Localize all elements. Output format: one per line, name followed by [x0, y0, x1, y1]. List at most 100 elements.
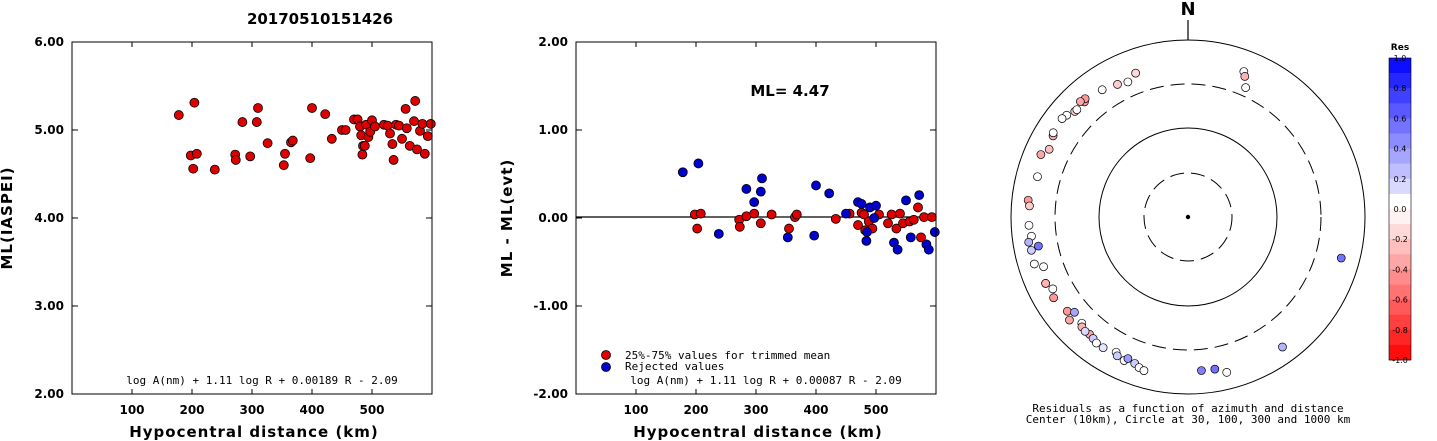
- epicenter-dot: [1185, 214, 1191, 220]
- middle-ytick-label: -1.00: [533, 299, 568, 313]
- data-point: [340, 125, 351, 135]
- rejected-point: [809, 230, 820, 241]
- data-point: [209, 164, 220, 175]
- middle-xtick-label: 500: [863, 403, 888, 417]
- trimmed-point: [926, 212, 937, 223]
- colorbar-cell: [1389, 133, 1411, 149]
- middle-xtick-label: 100: [623, 403, 648, 417]
- legend-label-rejected: Rejected values: [625, 360, 724, 373]
- polar-caption-line2: Center (10km), Circle at 30, 100, 300 an…: [1026, 413, 1351, 426]
- trimmed-point: [791, 209, 802, 220]
- rejected-point: [755, 186, 766, 197]
- data-point: [230, 155, 241, 165]
- trimmed-point: [853, 220, 863, 230]
- ring-1000km: [1010, 39, 1366, 395]
- trimmed-point: [883, 218, 893, 229]
- residual-point: [1278, 342, 1287, 352]
- rejected-point: [693, 158, 704, 169]
- colorbar-cell: [1389, 148, 1411, 164]
- left-xtick-label: 500: [359, 403, 384, 417]
- rejected-point: [856, 199, 867, 209]
- legend-marker-rejected: [601, 362, 611, 372]
- left-ytick-label: 5.00: [34, 123, 64, 137]
- colorbar-title: Res: [1391, 43, 1409, 53]
- middle-ytick-label: 1.00: [538, 123, 568, 137]
- rejected-point: [713, 228, 724, 239]
- middle-ytick-label: 2.00: [538, 35, 568, 49]
- rejected-point: [749, 197, 760, 208]
- trimmed-point: [916, 232, 926, 243]
- left-panel: 100 200 300 400 500 2.00 3.00 4.00 5.00 6.00 ML(I…: [0, 35, 436, 441]
- trimmed-point: [913, 202, 923, 213]
- residual-point: [1036, 150, 1046, 159]
- data-point: [262, 138, 273, 149]
- ring-100km: [1098, 127, 1278, 307]
- left-xtick-label: 400: [299, 403, 324, 417]
- data-point: [251, 117, 262, 127]
- data-point: [425, 118, 436, 129]
- colorbar-tick-label: -0.6: [1392, 296, 1408, 305]
- data-point: [191, 148, 202, 159]
- trimmed-point: [695, 208, 706, 219]
- middle-xtick-label: 300: [743, 403, 768, 417]
- left-y-axis-label: ML(IASPEI): [0, 166, 16, 269]
- colorbar-tick-label: -1.0: [1392, 356, 1408, 365]
- polar-residual-points: [1023, 67, 1346, 377]
- data-point: [320, 109, 331, 120]
- rejected-point: [892, 244, 903, 255]
- data-point: [245, 151, 256, 162]
- residual-point: [1112, 351, 1122, 361]
- residual-point: [1139, 366, 1149, 375]
- data-point: [387, 139, 398, 149]
- colorbar-cell: [1389, 269, 1411, 285]
- colorbar-tick-label: 0.0: [1394, 205, 1407, 214]
- colorbar-cell: [1389, 193, 1411, 210]
- data-point: [412, 144, 422, 155]
- residual-point: [1197, 366, 1206, 375]
- colorbar-tick-label: 1.0: [1394, 54, 1407, 63]
- colorbar-cell: [1389, 299, 1411, 315]
- rejected-point: [677, 167, 688, 178]
- residual-point: [1024, 237, 1034, 247]
- middle-x-axis-label: Hypocentral distance (km): [633, 423, 883, 441]
- data-point: [237, 117, 248, 127]
- colorbar-tick-label: 0.8: [1394, 84, 1407, 93]
- data-point: [357, 149, 368, 160]
- residual-point: [1025, 201, 1034, 211]
- residual-point: [1240, 72, 1250, 81]
- middle-formula: log A(nm) + 1.11 log R + 0.00087 R - 2.0…: [630, 374, 902, 387]
- residual-point: [1070, 307, 1079, 317]
- data-point: [307, 103, 317, 113]
- colorbar-cell: [1389, 284, 1411, 300]
- figure-title: 20170510151426: [247, 10, 393, 28]
- colorbar-cell: [1389, 88, 1411, 104]
- rejected-point: [929, 227, 940, 237]
- colorbar-tick-label: 0.6: [1394, 114, 1407, 123]
- colorbar-cell: [1389, 224, 1411, 240]
- left-xtick-label: 200: [179, 403, 204, 417]
- residual-point: [1113, 80, 1122, 89]
- colorbar-tick-label: 0.2: [1394, 175, 1407, 184]
- data-point: [419, 148, 430, 159]
- data-point: [359, 140, 370, 151]
- colorbar-tick-label: -0.2: [1392, 235, 1408, 244]
- rejected-point: [869, 213, 880, 223]
- ml-annotation: ML= 4.47: [750, 82, 829, 100]
- data-point: [385, 128, 395, 139]
- colorbar-cell: [1389, 209, 1411, 225]
- data-point: [397, 133, 407, 144]
- residual-colorbar: Res 1.0 0.8 0.6 0.4 0.2 0.0 -0.2 -0.4 -0.6 -0.8 -1…: [1388, 43, 1412, 365]
- left-formula: log A(nm) + 1.11 log R + 0.00189 R - 2.0…: [126, 374, 398, 387]
- rejected-point: [782, 232, 793, 243]
- middle-scatter-points: [677, 158, 940, 255]
- polar-caption-line1: Residuals as a function of azimuth and d…: [1032, 402, 1343, 415]
- residual-point: [1033, 172, 1042, 182]
- rejected-point: [914, 190, 925, 201]
- left-ytick-label: 2.00: [34, 387, 64, 401]
- trimmed-point: [766, 209, 777, 220]
- trimmed-point: [734, 221, 745, 232]
- residual-point: [1092, 338, 1101, 348]
- colorbar-cell: [1389, 103, 1411, 119]
- north-label: N: [1180, 0, 1195, 20]
- residual-point: [1029, 259, 1039, 269]
